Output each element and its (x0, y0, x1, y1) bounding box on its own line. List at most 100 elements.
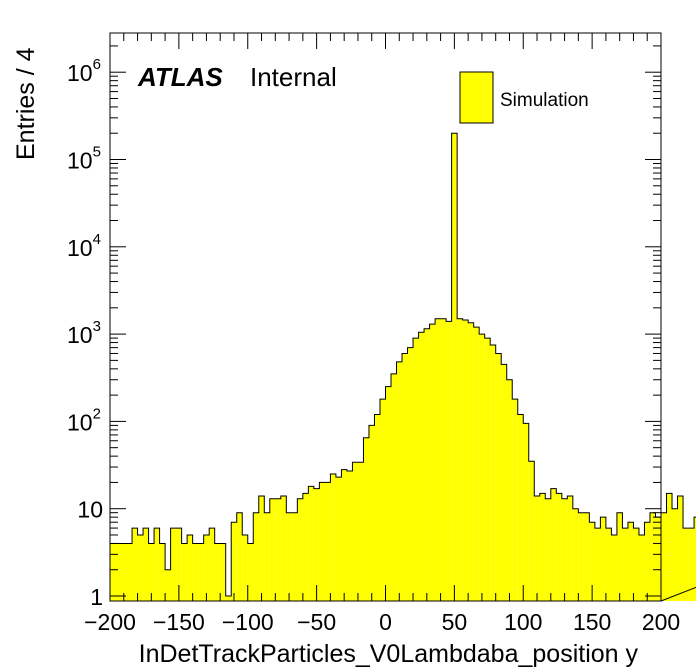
histogram-bar (402, 353, 408, 601)
histogram-bar (616, 512, 623, 601)
histogram-bar (220, 543, 226, 601)
histogram-bar (132, 528, 138, 601)
histogram-bar (561, 498, 568, 601)
x-axis-ticks: −200 −150 −100 −50 0 50 100 150 200 (84, 33, 680, 635)
histogram-bar (583, 512, 590, 601)
histogram-bar (495, 353, 502, 601)
histogram-bar (187, 534, 193, 601)
histogram-bar (368, 425, 375, 601)
histogram-bar (209, 528, 215, 601)
histogram-bar (341, 469, 347, 601)
histogram-bar (479, 334, 485, 601)
x-tick-label: 200 (642, 609, 680, 635)
histogram-bar (556, 493, 562, 601)
legend-label: Simulation (500, 90, 589, 111)
histogram-bar (391, 373, 397, 601)
histogram-bar (126, 543, 133, 601)
histogram-bar (214, 543, 221, 601)
histogram-bar (572, 508, 579, 601)
histogram-bar (567, 495, 573, 601)
y-tick-label: 104 (67, 231, 101, 261)
y-tick-label: 1 (90, 584, 103, 610)
histogram-bar (600, 517, 606, 601)
x-tick-label: 50 (442, 609, 468, 635)
histogram-bar (247, 543, 254, 601)
histogram-bar (236, 512, 243, 601)
histogram-bar (589, 522, 595, 601)
histogram-bar (159, 543, 166, 601)
histogram-bar (115, 543, 122, 601)
histogram-bar (429, 324, 436, 601)
histogram-bar (512, 399, 518, 601)
histogram-bar (154, 528, 160, 601)
y-tick-label: 106 (67, 56, 101, 86)
histogram-bar (198, 543, 204, 601)
histogram-bar (672, 508, 678, 601)
histogram-bar (242, 534, 248, 601)
histogram-bar (490, 345, 496, 601)
histogram-bar (550, 488, 557, 601)
histogram-bar (594, 528, 601, 601)
histogram-bar (319, 482, 325, 601)
x-axis-label: InDetTrackParticles_V0Lambdaba_position … (139, 640, 639, 668)
histogram-bar (539, 493, 546, 601)
histogram-outline (109, 132, 696, 602)
histogram-bar (203, 534, 210, 601)
y-tick-label: 102 (67, 405, 101, 435)
histogram-bar (462, 320, 469, 601)
histogram-bar (473, 327, 480, 601)
histogram-bar (258, 495, 265, 601)
histogram-bar (683, 528, 689, 601)
histogram-bar (446, 321, 452, 601)
histogram-bar (440, 318, 447, 601)
histogram-bar (165, 569, 171, 601)
histogram-bar (352, 462, 358, 601)
histogram-bar (627, 522, 634, 601)
histogram-bar (545, 498, 551, 601)
histogram-bar (468, 322, 474, 601)
histogram-bar (528, 461, 535, 601)
histogram-bar (611, 534, 617, 601)
y-tick-label: 105 (67, 144, 101, 174)
histogram-bar (110, 543, 116, 601)
atlas-label-internal: Internal (250, 62, 337, 92)
histogram-bar (313, 488, 320, 601)
histogram-bar (517, 414, 524, 601)
histogram-bar (181, 543, 188, 601)
histogram-bar (385, 386, 392, 601)
histogram-bar (275, 498, 281, 601)
histogram-bar (143, 528, 149, 601)
y-tick-label: 10 (77, 497, 103, 523)
histogram-bar (346, 471, 353, 601)
histogram-bar (501, 364, 507, 601)
histogram-bar (666, 493, 673, 601)
legend-swatch (459, 71, 494, 124)
histogram-bar (374, 414, 380, 601)
histogram-bar (435, 318, 441, 601)
histogram-bar (506, 379, 513, 601)
atlas-label: ATLAS Internal (137, 62, 337, 92)
histogram-bar (677, 495, 684, 601)
histogram-bar (661, 512, 667, 601)
histogram-bar (324, 482, 331, 601)
y-tick-label: 103 (67, 318, 101, 348)
histogram-bar (308, 486, 314, 601)
histogram-bar (264, 512, 270, 601)
histogram-bar (649, 512, 656, 601)
histogram-bar (622, 528, 628, 601)
histogram-bar (291, 512, 298, 601)
histogram-bar (413, 338, 419, 601)
histogram-bar (605, 528, 612, 601)
histogram-bar (379, 399, 386, 601)
histogram-bar (176, 528, 182, 601)
histogram-bar (121, 543, 127, 601)
histogram-bar (694, 517, 696, 601)
histogram-bar (330, 473, 336, 601)
histogram-bar (170, 528, 177, 601)
histogram-bar (484, 338, 491, 601)
x-tick-label: 100 (504, 609, 542, 635)
atlas-label-bold: ATLAS (137, 62, 223, 92)
histogram-bar (231, 522, 237, 601)
x-tick-label: 150 (573, 609, 611, 635)
